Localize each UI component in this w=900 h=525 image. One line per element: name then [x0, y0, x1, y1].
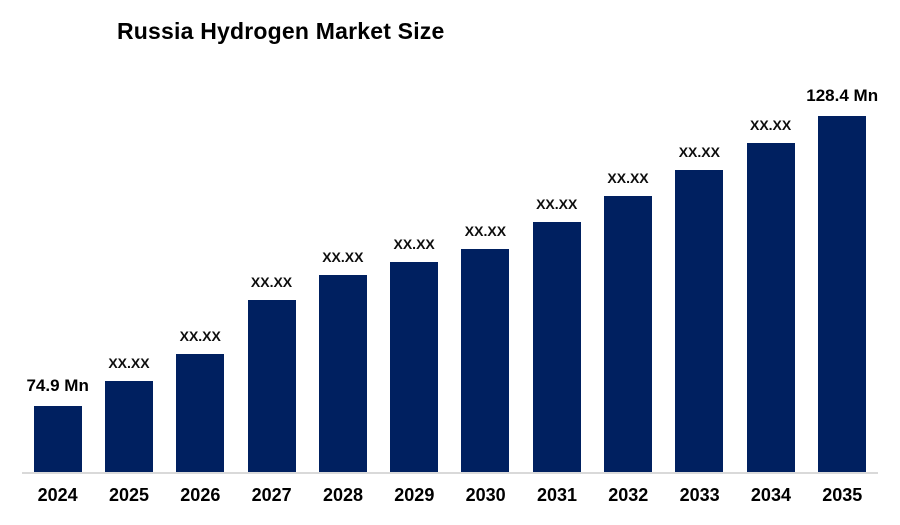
bars-row: 74.9 Mn XX.XX XX.XX XX.XX XX.XX XX.XX XX.XX XX.…: [22, 0, 878, 472]
bar: [604, 196, 653, 472]
x-axis-tick-label: 2027: [251, 485, 292, 505]
bar-value-label: 74.9 Mn: [26, 376, 89, 396]
x-axis-tick-label: 2030: [465, 485, 506, 505]
x-axis-tick-label: 2034: [750, 485, 791, 505]
bar-group: XX.XX: [307, 0, 378, 472]
bar: [675, 170, 724, 472]
bar-group: 128.4 Mn: [806, 0, 878, 472]
bar-value-label: XX.XX: [464, 222, 507, 239]
bar: [746, 143, 795, 472]
bar-value-label: XX.XX: [536, 195, 578, 212]
bar-value-label: XX.XX: [179, 327, 221, 344]
bar-value-label: XX.XX: [393, 235, 435, 252]
x-axis-tick-label: 2024: [37, 485, 78, 505]
bar-value-label: 128.4 Mn: [806, 86, 879, 106]
bar-value-label: XX.XX: [108, 354, 150, 371]
bar-group: XX.XX: [521, 0, 592, 472]
bar-value-label: XX.XX: [250, 273, 293, 290]
x-axis-tick-label: 2032: [608, 485, 649, 505]
bar: [104, 381, 153, 472]
bar-value-label: XX.XX: [322, 248, 364, 265]
bar: [33, 406, 82, 472]
x-axis-tick-label: 2031: [536, 485, 577, 505]
bar: [176, 354, 225, 472]
x-axis-labels: 2024 2025 2026 2027 2028 2029 2030 2031 2032 2033…: [22, 485, 878, 506]
x-axis-tick-label: 2035: [822, 485, 863, 505]
bar-group: XX.XX: [165, 0, 236, 472]
bar-group: XX.XX: [378, 0, 449, 472]
bar: [318, 275, 367, 472]
bar-group: XX.XX: [93, 0, 164, 472]
bar-group: XX.XX: [664, 0, 735, 472]
bar: [461, 249, 510, 472]
chart-title: Russia Hydrogen Market Size: [117, 18, 445, 44]
bar-group: XX.XX: [450, 0, 521, 472]
bar: [247, 300, 296, 472]
bar: [818, 116, 867, 472]
bar: [532, 222, 581, 472]
bar-value-label: XX.XX: [678, 143, 720, 160]
x-axis-tick-label: 2025: [108, 485, 150, 505]
bar-group: XX.XX: [592, 0, 663, 472]
bar-value-label: XX.XX: [607, 169, 649, 186]
x-axis-tick-label: 2029: [394, 485, 435, 505]
x-axis-line: [22, 472, 878, 474]
x-axis-tick-label: 2026: [180, 485, 221, 505]
bar-group: XX.XX: [735, 0, 806, 472]
bar-group: 74.9 Mn: [22, 0, 93, 472]
x-axis-tick-label: 2028: [322, 485, 363, 505]
bar: [390, 262, 439, 472]
bar-group: XX.XX: [236, 0, 307, 472]
bar-value-label: XX.XX: [749, 116, 792, 133]
x-axis-tick-label: 2033: [679, 485, 720, 505]
